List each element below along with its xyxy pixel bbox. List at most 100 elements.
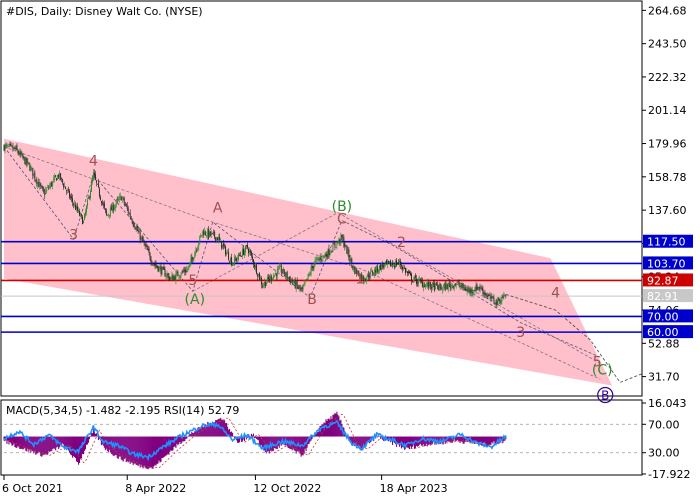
candle-body bbox=[285, 272, 287, 277]
candle-body bbox=[470, 288, 472, 294]
candle-body bbox=[76, 205, 77, 209]
candle-body bbox=[58, 174, 60, 178]
candle-body bbox=[358, 270, 360, 276]
candle-body bbox=[36, 179, 38, 184]
candle-body bbox=[88, 196, 89, 199]
candle-body bbox=[209, 231, 211, 237]
candle-body bbox=[366, 277, 368, 282]
candle-body bbox=[406, 271, 407, 272]
level-tag bbox=[643, 234, 693, 248]
candle-body bbox=[317, 258, 319, 259]
candle-body bbox=[204, 230, 206, 235]
candle-body bbox=[448, 282, 450, 285]
wave-label: (C) bbox=[592, 363, 613, 379]
candle-body bbox=[487, 295, 489, 297]
price-tick-label: 222.32 bbox=[648, 71, 687, 84]
level-tag-label: 117.50 bbox=[647, 236, 686, 249]
candle-body bbox=[152, 264, 154, 265]
candle-body bbox=[468, 289, 470, 292]
price-axis: 264.68 243.50 222.32 201.14 179.96 158.78 137.… bbox=[642, 4, 693, 384]
candle-body bbox=[403, 267, 404, 269]
candle-body bbox=[337, 242, 339, 243]
candle-body bbox=[329, 252, 331, 256]
candle-body bbox=[420, 280, 422, 282]
candle-body bbox=[124, 203, 126, 206]
candle-body bbox=[326, 254, 328, 258]
candle-body bbox=[356, 269, 358, 275]
candle-body bbox=[304, 282, 306, 283]
candle-body bbox=[74, 203, 76, 205]
candle-body bbox=[234, 257, 235, 266]
candle-body bbox=[284, 274, 286, 276]
candle-body bbox=[140, 236, 142, 240]
candle-body bbox=[239, 254, 240, 256]
candle-body bbox=[462, 283, 464, 289]
candle-body bbox=[6, 144, 8, 146]
candle-body bbox=[492, 296, 494, 298]
candle-body bbox=[473, 290, 475, 292]
candle-body bbox=[135, 227, 137, 230]
candle-body bbox=[99, 196, 101, 200]
candle-body bbox=[313, 263, 315, 270]
candle-body bbox=[334, 243, 336, 247]
candle-body bbox=[342, 237, 344, 239]
candle-body bbox=[211, 232, 213, 235]
candle-body bbox=[258, 272, 260, 280]
price-overlay-labels: 3 4 5 A B C 1 2 3 4 5 (A) (B) (C) B bbox=[69, 153, 614, 404]
level-tag-label: 60.00 bbox=[647, 326, 679, 339]
time-tick-label: 6 Oct 2021 bbox=[2, 482, 63, 495]
candle-body bbox=[59, 172, 61, 178]
candle-body bbox=[456, 282, 458, 283]
candle-body bbox=[63, 183, 65, 188]
wave-label: B bbox=[307, 292, 317, 308]
candle-body bbox=[54, 176, 56, 181]
candle-body bbox=[372, 271, 374, 274]
candle-body bbox=[458, 282, 460, 286]
candle-body bbox=[404, 267, 405, 269]
candle-body bbox=[222, 244, 224, 249]
candle-body bbox=[109, 207, 111, 217]
macd-signal-line bbox=[4, 413, 505, 469]
candle-body bbox=[393, 264, 394, 266]
candle-body bbox=[3, 145, 5, 151]
candle-body bbox=[503, 295, 505, 297]
candle-body bbox=[314, 260, 316, 266]
candle-body bbox=[424, 284, 426, 288]
candle-body bbox=[169, 278, 171, 279]
price-tick-label: 201.14 bbox=[648, 104, 687, 117]
level-tag-label: 92.87 bbox=[647, 274, 679, 287]
candle-body bbox=[145, 244, 147, 247]
candle-body bbox=[367, 273, 369, 278]
wave-guide-line bbox=[3, 146, 601, 380]
candle-body bbox=[78, 209, 79, 212]
candle-body bbox=[415, 278, 417, 284]
candle-body bbox=[86, 205, 87, 213]
candle-body bbox=[321, 259, 323, 262]
candle-body bbox=[66, 190, 68, 192]
candle-body bbox=[83, 220, 84, 223]
candle-body bbox=[365, 279, 367, 281]
candle-body bbox=[125, 204, 127, 206]
price-tick-label: 52.88 bbox=[648, 337, 680, 350]
candle-body bbox=[357, 271, 359, 274]
candle-body bbox=[375, 270, 377, 273]
candle-body bbox=[28, 162, 30, 164]
level-tag-label: 103.70 bbox=[647, 257, 686, 270]
candle-body bbox=[330, 251, 332, 253]
candle-body bbox=[392, 263, 394, 265]
candle-body bbox=[348, 249, 350, 258]
candle-body bbox=[32, 167, 34, 176]
candle-body bbox=[89, 196, 90, 198]
candle-body bbox=[412, 279, 414, 282]
candle-body bbox=[133, 224, 135, 228]
candle-body bbox=[479, 287, 481, 290]
level-tag-label: 82.91 bbox=[647, 290, 679, 303]
candle-body bbox=[430, 286, 432, 289]
candle-body bbox=[379, 265, 381, 271]
candle-body bbox=[178, 277, 180, 278]
candle-body bbox=[363, 276, 365, 282]
candle-body bbox=[237, 258, 238, 260]
candle-body bbox=[352, 265, 354, 269]
candle-body bbox=[303, 283, 305, 286]
candle-body bbox=[374, 269, 376, 275]
